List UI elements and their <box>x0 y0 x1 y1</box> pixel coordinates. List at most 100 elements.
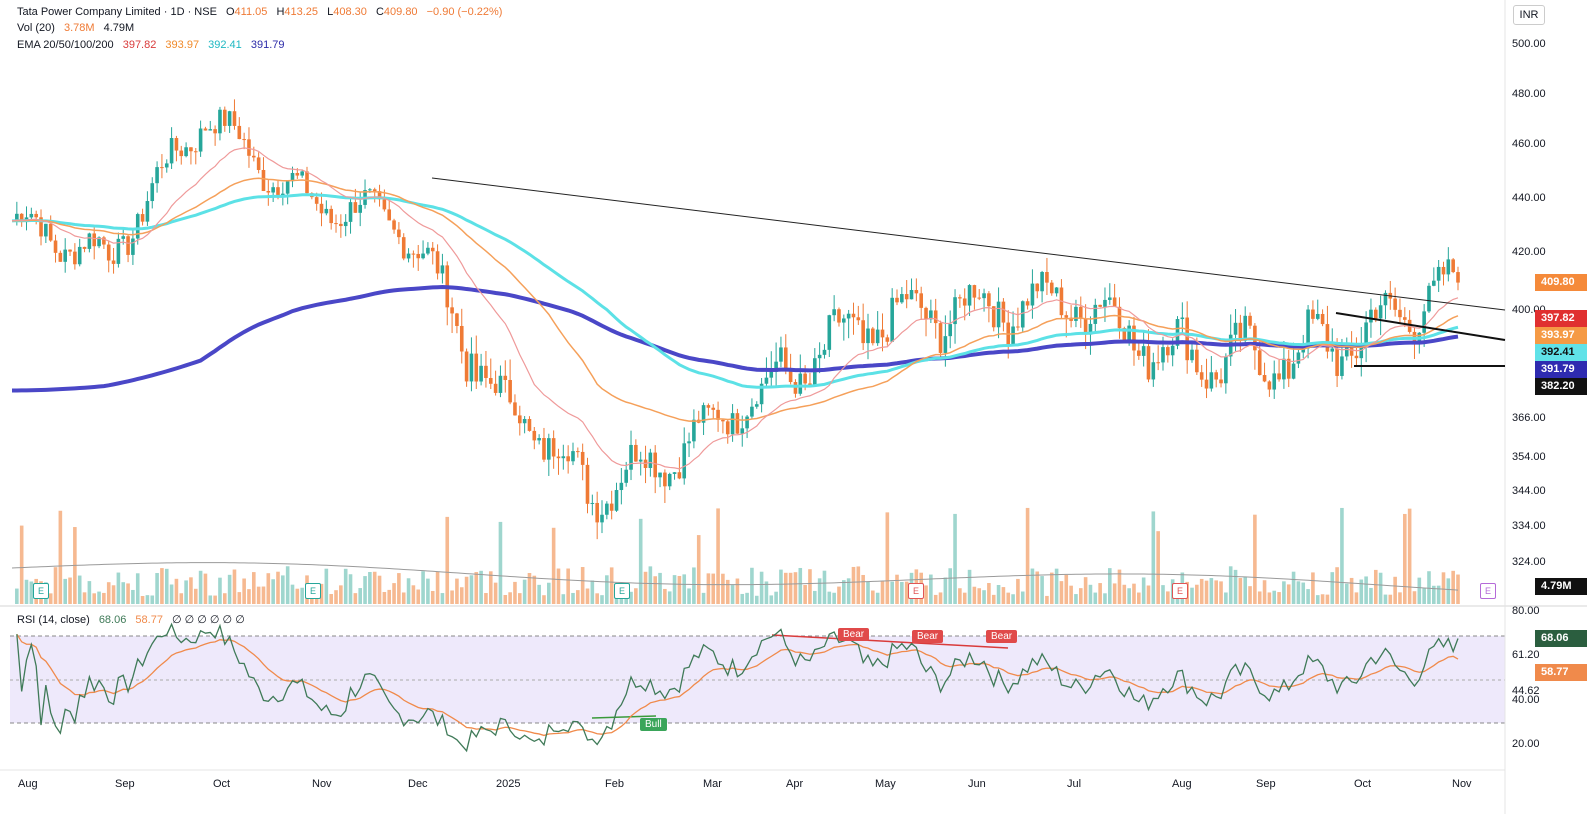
volume-v2: 4.79M <box>103 22 135 34</box>
volume-bar <box>1407 508 1412 604</box>
ema200-tag: 391.79 <box>1535 361 1587 378</box>
volume-bar <box>571 592 575 604</box>
candle-body <box>242 139 246 141</box>
volume-bar <box>213 595 217 604</box>
time-axis-label: Aug <box>18 778 38 790</box>
high-label: H <box>276 6 285 18</box>
volume-bar <box>377 575 382 604</box>
volume-bar <box>1369 587 1373 604</box>
candle-body <box>116 238 121 264</box>
candle-body <box>1286 358 1291 379</box>
earnings-marker[interactable]: E <box>1480 583 1496 599</box>
candle-body <box>609 503 614 511</box>
volume-bar <box>682 574 687 604</box>
volume-bar <box>416 589 421 604</box>
rsi-label[interactable]: RSI (14, close) <box>17 614 90 626</box>
volume-bar <box>135 573 140 604</box>
symbol-title[interactable]: Tata Power Company Limited · 1D · NSE <box>17 6 217 18</box>
earnings-marker[interactable]: E <box>614 583 630 599</box>
volume-label[interactable]: Vol (20) <box>17 22 55 34</box>
volume-bar <box>1214 580 1218 604</box>
trendline-wedge-top[interactable] <box>1335 312 1506 341</box>
volume-bar <box>484 593 488 604</box>
volume-bar <box>1311 572 1315 604</box>
candle-body <box>672 472 677 474</box>
volume-bar <box>19 525 24 604</box>
volume-bar <box>1398 592 1402 604</box>
candle-body <box>155 167 159 184</box>
trendline-resistance[interactable] <box>431 177 1506 311</box>
candle-body <box>150 183 155 202</box>
volume-bar <box>1320 594 1325 604</box>
candle-body <box>421 253 425 259</box>
volume-bar <box>479 570 483 604</box>
candle-body <box>972 285 977 298</box>
volume-bar <box>706 573 711 604</box>
volume-bar <box>145 595 150 604</box>
candle-body <box>169 138 174 164</box>
candle-body <box>1214 372 1218 380</box>
price-axis-label: 344.00 <box>1512 485 1546 497</box>
volume-bar <box>92 593 97 604</box>
candle-body <box>779 347 783 362</box>
volume-bar <box>324 568 329 604</box>
volume-bar <box>725 579 730 604</box>
candle-body <box>474 353 479 382</box>
candle-body <box>77 246 82 265</box>
high-value: 413.25 <box>284 6 319 18</box>
candle-body <box>1427 285 1431 312</box>
candle-body <box>1151 362 1156 380</box>
earnings-marker[interactable]: E <box>908 583 924 599</box>
volume-bar <box>672 575 677 604</box>
candle-body <box>808 383 812 386</box>
candle-body <box>774 361 778 372</box>
bear-signal-1[interactable]: Bear <box>838 628 870 641</box>
volume-bar <box>1190 587 1194 604</box>
bull-signal[interactable]: Bull <box>640 718 667 731</box>
candle-body <box>682 443 687 479</box>
volume-bar <box>435 571 440 604</box>
earnings-marker[interactable]: E <box>305 583 321 599</box>
candle-body <box>397 229 401 238</box>
candle-body <box>97 237 101 247</box>
candle-body <box>459 325 464 352</box>
volume-bar <box>1286 584 1291 604</box>
time-axis-label: Apr <box>786 778 804 790</box>
candle-body <box>866 328 870 344</box>
candle-body <box>750 406 754 417</box>
candle-body <box>1373 309 1378 319</box>
time-axis-label: Jul <box>1067 778 1082 790</box>
candle-body <box>904 294 909 300</box>
ema-label[interactable]: EMA 20/50/100/200 <box>17 39 114 51</box>
volume-bar <box>1054 568 1059 604</box>
volume-bar <box>271 579 275 604</box>
candle-body <box>648 452 653 468</box>
candle-body <box>629 444 633 470</box>
volume-bar <box>716 508 720 604</box>
candle-body <box>885 337 890 342</box>
earnings-marker[interactable]: E <box>1172 583 1188 599</box>
bear-signal-2[interactable]: Bear <box>912 630 944 643</box>
volume-bar <box>1016 578 1020 604</box>
currency-button[interactable]: INR <box>1513 5 1545 25</box>
candle-body <box>305 171 309 194</box>
candle-body <box>247 139 251 156</box>
earnings-marker[interactable]: E <box>33 583 49 599</box>
candle-body <box>227 111 232 126</box>
candle-body <box>237 125 242 140</box>
volume-bar <box>1049 572 1054 604</box>
volume-bar <box>895 574 899 604</box>
volume-bar <box>1103 593 1107 604</box>
candle-body <box>1045 272 1049 283</box>
volume-bar <box>977 588 982 604</box>
volume-bar <box>184 580 188 604</box>
candle-body <box>692 419 696 442</box>
volume-bar <box>754 595 759 604</box>
candle-body <box>411 253 416 255</box>
bear-signal-3[interactable]: Bear <box>986 630 1018 643</box>
candle-body <box>1311 309 1315 319</box>
candle-body <box>929 310 933 320</box>
candle-body <box>160 167 164 169</box>
volume-bar <box>368 572 372 604</box>
